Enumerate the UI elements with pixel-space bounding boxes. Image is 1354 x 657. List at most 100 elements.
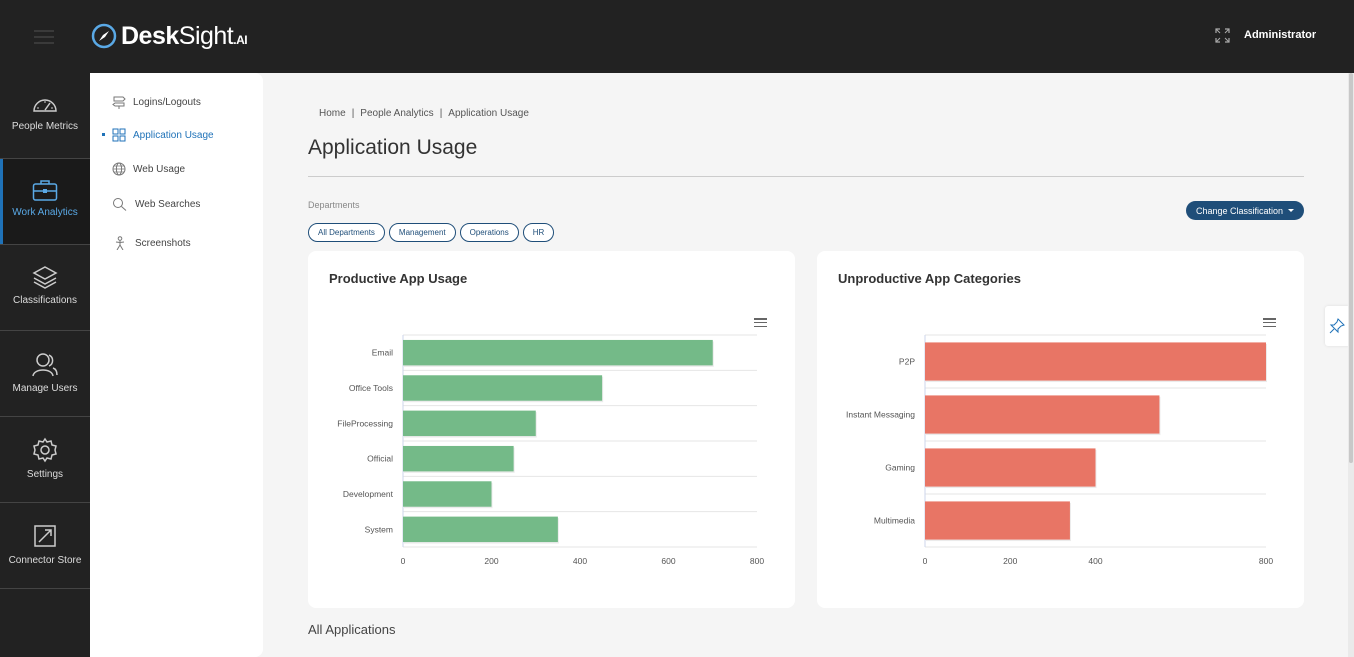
category-label: Multimedia	[874, 516, 915, 526]
top-bar: DeskSight.AI Administrator	[0, 0, 1354, 73]
category-label: Gaming	[885, 463, 915, 473]
layers-icon	[32, 266, 58, 289]
x-tick-label: 600	[661, 556, 675, 566]
nav-label: Settings	[26, 469, 64, 480]
button-label: Change Classification	[1196, 205, 1284, 216]
x-tick-label: 800	[1259, 556, 1273, 566]
category-label: Official	[367, 454, 393, 464]
bar-system	[403, 516, 558, 543]
nav-settings[interactable]: Settings	[0, 417, 90, 503]
users-icon	[32, 353, 58, 377]
nav-classifications[interactable]: Classifications	[0, 245, 90, 331]
nav-people-metrics[interactable]: People Metrics	[0, 73, 90, 159]
chart-menu-icon[interactable]	[754, 318, 767, 328]
signpost-icon	[112, 96, 126, 109]
submenu-web-searches[interactable]: Web Searches	[112, 197, 200, 211]
hamburger-menu-icon[interactable]	[34, 30, 54, 44]
dept-chip-operations[interactable]: Operations	[459, 223, 519, 242]
submenu-logins-logouts[interactable]: Logins/Logouts	[112, 95, 201, 109]
pin-icon	[1329, 318, 1345, 334]
submenu-application-usage[interactable]: Application Usage	[112, 128, 214, 142]
productive-app-chart: Email Office Tools FileProcessing Official D…	[337, 334, 764, 566]
brand-name: DeskSight.AI	[121, 21, 248, 50]
grid-icon	[112, 128, 126, 142]
person-icon	[115, 236, 125, 250]
x-tick-label: 0	[401, 556, 406, 566]
category-label: Instant Messaging	[846, 410, 915, 420]
bar-p2p	[925, 342, 1266, 381]
search-icon	[113, 198, 127, 211]
nav-label: Work Analytics	[12, 207, 78, 218]
x-tick-label: 200	[1003, 556, 1017, 566]
globe-icon	[112, 162, 126, 176]
page-scrollbar[interactable]	[1348, 73, 1354, 657]
gear-icon	[33, 437, 57, 463]
bar-gaming	[925, 448, 1096, 487]
submenu-label: Screenshots	[135, 237, 191, 249]
active-indicator	[102, 133, 105, 136]
category-label: P2P	[899, 357, 915, 367]
category-label: Office Tools	[349, 383, 393, 393]
bar-multimedia	[925, 501, 1070, 540]
dept-chip-all[interactable]: All Departments	[308, 223, 385, 242]
category-label: Development	[343, 489, 394, 499]
bar-email	[403, 339, 713, 366]
breadcrumb-people-analytics[interactable]: People Analytics	[360, 108, 434, 119]
connector-icon	[34, 525, 56, 547]
speedometer-icon	[33, 99, 57, 112]
bar-fileprocessing	[403, 410, 536, 437]
productive-app-usage-card: Productive App Usage Email Office Tools Fi…	[308, 251, 795, 608]
nav-connector-store[interactable]: Connector Store	[0, 503, 90, 589]
nav-label: People Metrics	[11, 121, 79, 132]
submenu-label: Web Searches	[135, 198, 201, 210]
submenu-label: Logins/Logouts	[133, 96, 201, 108]
x-tick-label: 400	[573, 556, 587, 566]
pin-tab[interactable]	[1325, 306, 1349, 346]
main-content: Home | People Analytics | Application Usage …	[263, 73, 1348, 657]
nav-label: Classifications	[13, 295, 77, 306]
bar-development	[403, 481, 492, 507]
submenu-screenshots[interactable]: Screenshots	[112, 236, 191, 250]
department-filter: All Departments Management Operations HR	[308, 223, 555, 242]
x-tick-label: 0	[923, 556, 928, 566]
title-divider	[308, 176, 1304, 177]
dept-chip-management[interactable]: Management	[388, 223, 456, 242]
dept-chip-hr[interactable]: HR	[522, 223, 555, 242]
chart-title: Productive App Usage	[329, 271, 468, 286]
submenu-web-usage[interactable]: Web Usage	[112, 162, 185, 176]
unproductive-app-categories-card: Unproductive App Categories P2P Instant M…	[817, 251, 1304, 608]
all-applications-heading: All Applications	[308, 622, 396, 637]
chart-menu-icon[interactable]	[1263, 318, 1276, 328]
x-tick-label: 800	[750, 556, 764, 566]
category-label: FileProcessing	[337, 418, 393, 428]
unproductive-app-chart: P2P Instant Messaging Gaming Multimedia 0 200…	[846, 334, 1273, 566]
brand-logo[interactable]: DeskSight.AI	[91, 20, 248, 52]
submenu-label: Application Usage	[133, 129, 214, 141]
category-label: System	[365, 524, 393, 534]
submenu-label: Web Usage	[133, 163, 186, 175]
nav-label: Manage Users	[12, 383, 78, 394]
bar-instant-messaging	[925, 395, 1160, 434]
breadcrumb: Home | People Analytics | Application Usage	[319, 108, 529, 119]
bar-official	[403, 445, 514, 472]
nav-label: Connector Store	[8, 555, 82, 566]
user-menu[interactable]: Administrator	[1244, 29, 1317, 41]
nav-work-analytics[interactable]: Work Analytics	[0, 159, 90, 245]
bar-office-tools	[403, 375, 603, 401]
page-title: Application Usage	[308, 136, 478, 159]
departments-label: Departments	[308, 200, 360, 210]
fullscreen-icon[interactable]	[1215, 28, 1230, 43]
change-classification-button[interactable]: Change Classification	[1186, 201, 1305, 220]
caret-down-icon	[1288, 209, 1295, 212]
nav-manage-users[interactable]: Manage Users	[0, 331, 90, 417]
x-tick-label: 400	[1088, 556, 1102, 566]
compass-logo-icon	[91, 23, 117, 49]
breadcrumb-home[interactable]: Home	[319, 108, 346, 119]
scrollbar-thumb[interactable]	[1349, 73, 1353, 463]
breadcrumb-current: Application Usage	[448, 108, 529, 119]
submenu-panel: Logins/Logouts Application Usage Web Usa…	[90, 73, 263, 657]
category-label: Email	[372, 348, 393, 358]
main-sidebar: People Metrics Work Analytics Classifica…	[0, 73, 90, 657]
x-tick-label: 200	[484, 556, 498, 566]
chart-title: Unproductive App Categories	[838, 271, 1021, 286]
